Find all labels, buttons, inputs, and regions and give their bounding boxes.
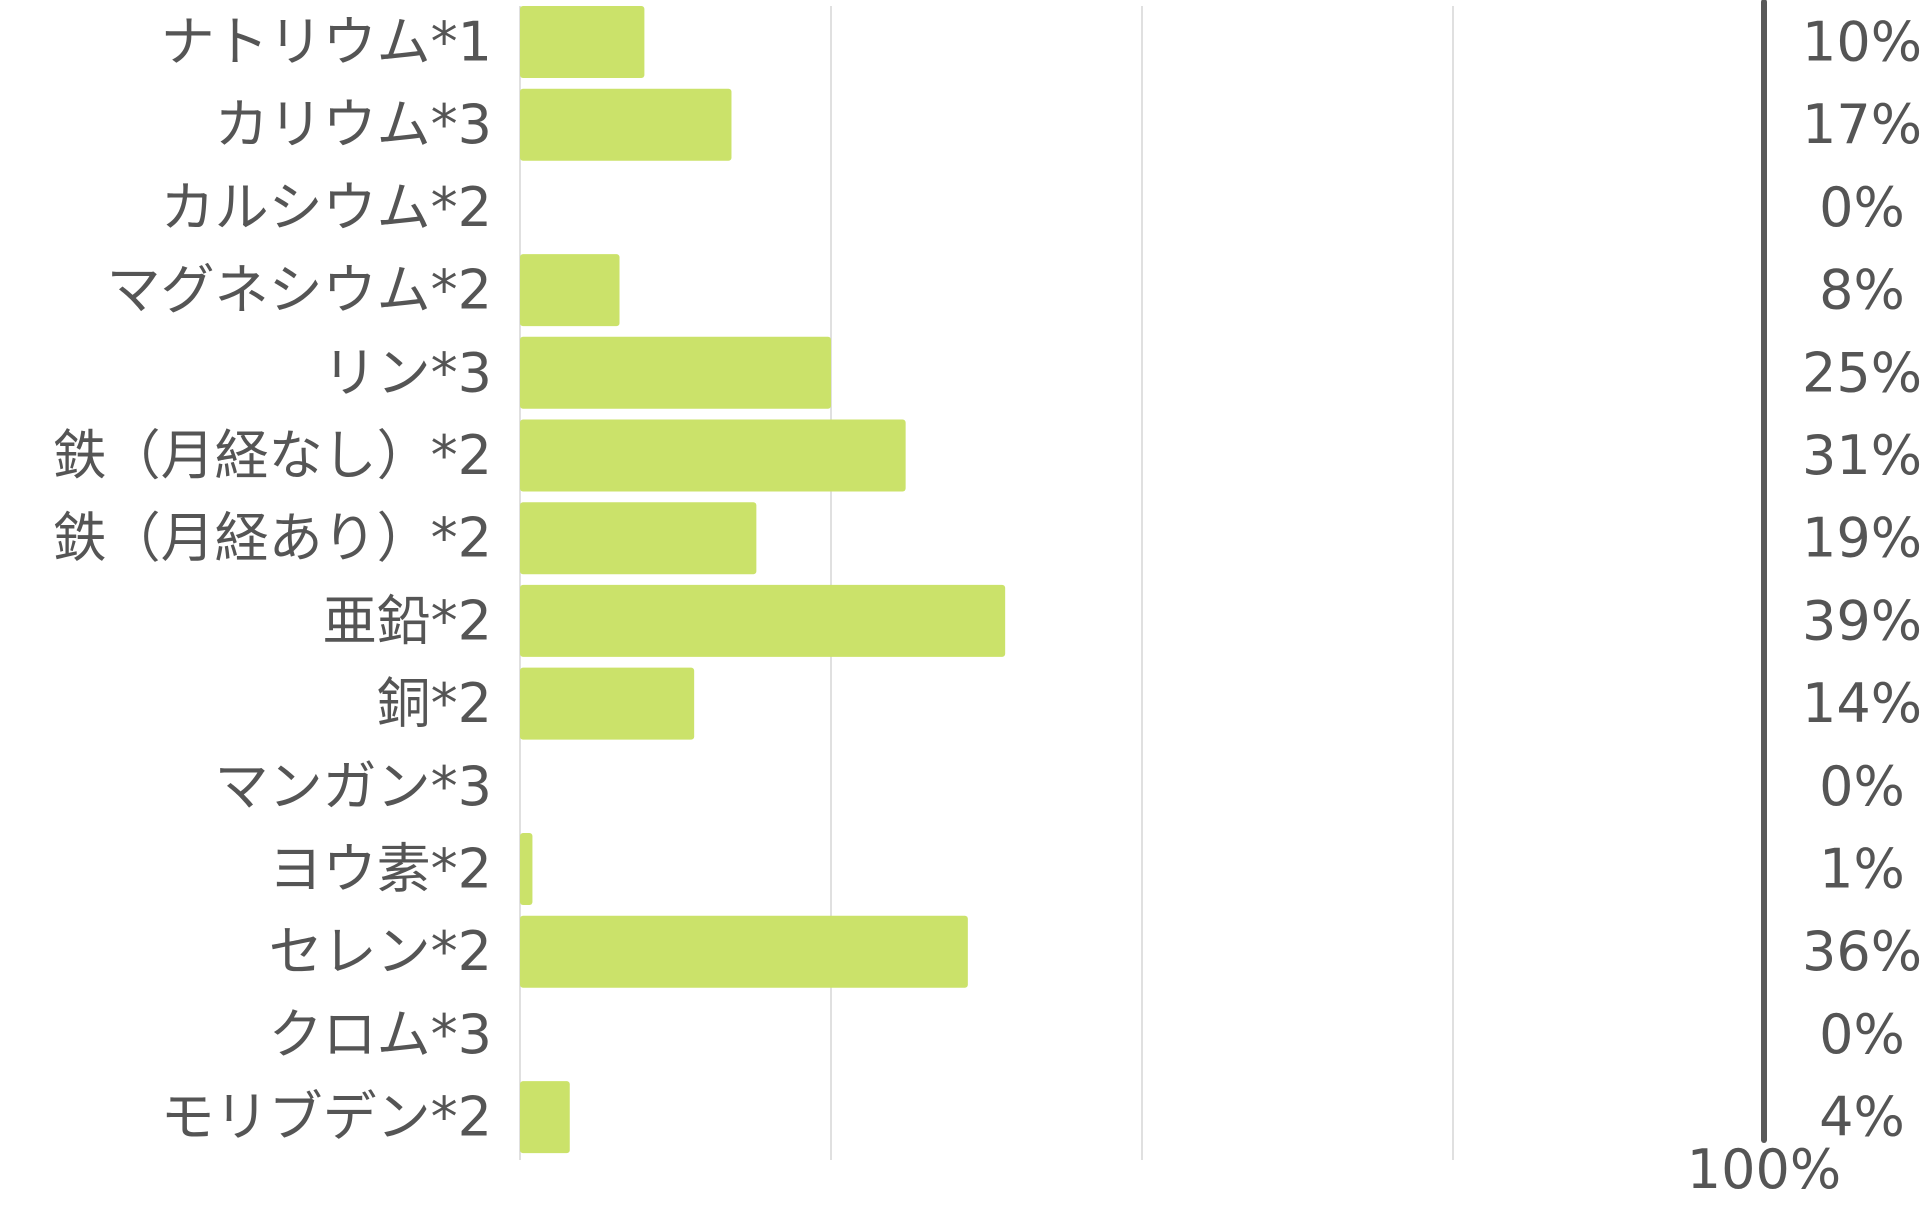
bar bbox=[520, 502, 757, 575]
category-label: ヨウ素*2 bbox=[269, 838, 492, 901]
value-label: 4% bbox=[1819, 1086, 1905, 1149]
category-label: カルシウム*2 bbox=[161, 176, 492, 239]
value-label: 19% bbox=[1802, 507, 1922, 570]
reference-layer: 100% bbox=[1687, 0, 1841, 1201]
value-label: 0% bbox=[1819, 755, 1905, 818]
bar bbox=[520, 88, 732, 161]
value-label: 14% bbox=[1802, 672, 1922, 735]
category-label: 鉄（月経なし）*2 bbox=[53, 424, 492, 487]
category-label: マグネシウム*2 bbox=[107, 259, 492, 322]
bar bbox=[520, 6, 645, 78]
bar bbox=[520, 915, 968, 988]
category-label: クロム*3 bbox=[269, 1003, 492, 1066]
category-label: 銅*2 bbox=[377, 672, 492, 735]
value-label-layer: 10% 17% 0% 8% 25% 31% 19% 39% 14% 0% 1% 36% 0% 4% bbox=[1802, 11, 1922, 1149]
value-label: 0% bbox=[1819, 1003, 1905, 1066]
bar bbox=[520, 833, 533, 905]
category-label: 亜鉛*2 bbox=[323, 589, 492, 652]
value-label: 8% bbox=[1819, 259, 1905, 322]
value-label: 31% bbox=[1802, 424, 1922, 487]
category-label: モリブデン*2 bbox=[161, 1086, 492, 1149]
category-label: マンガン*3 bbox=[215, 755, 492, 818]
category-label: セレン*2 bbox=[269, 920, 492, 983]
bar bbox=[520, 336, 831, 409]
reference-line-label: 100% bbox=[1687, 1138, 1841, 1201]
category-label: ナトリウム*1 bbox=[161, 11, 492, 74]
value-label: 36% bbox=[1802, 920, 1922, 983]
value-label: 10% bbox=[1802, 11, 1922, 74]
bar bbox=[520, 1081, 570, 1154]
category-label: リン*3 bbox=[323, 341, 492, 404]
value-label: 39% bbox=[1802, 589, 1922, 652]
category-label-layer: ナトリウム*1 カリウム*3 カルシウム*2 マグネシウム*2 リン*3 鉄（月経なし）*… bbox=[53, 11, 492, 1149]
category-label: 鉄（月経あり）*2 bbox=[53, 507, 492, 570]
bar bbox=[520, 667, 695, 740]
bar bbox=[520, 584, 1006, 657]
value-label: 0% bbox=[1819, 176, 1905, 239]
value-label: 17% bbox=[1802, 93, 1922, 156]
bar bbox=[520, 254, 620, 327]
value-label: 1% bbox=[1819, 838, 1905, 901]
bar-layer bbox=[520, 6, 1006, 1154]
value-label: 25% bbox=[1802, 341, 1922, 404]
bar bbox=[520, 419, 906, 492]
category-label: カリウム*3 bbox=[215, 93, 492, 156]
